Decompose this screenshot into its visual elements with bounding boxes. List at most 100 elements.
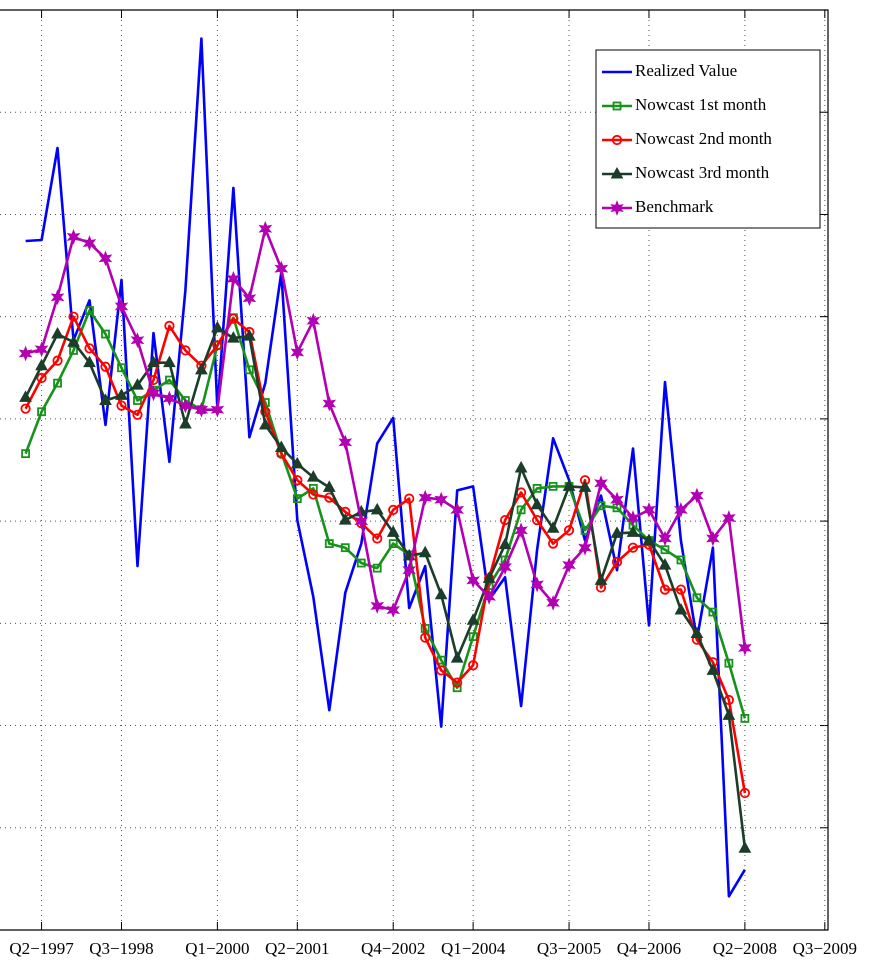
marker (163, 355, 176, 368)
marker (84, 343, 95, 354)
marker (195, 362, 208, 375)
marker (34, 341, 49, 358)
marker (68, 311, 79, 322)
marker (562, 557, 576, 573)
marker (82, 235, 97, 251)
marker (258, 220, 273, 237)
marker (468, 660, 479, 671)
marker (114, 298, 129, 315)
marker (658, 530, 672, 547)
marker (85, 306, 94, 315)
marker (164, 320, 175, 331)
marker (66, 229, 81, 245)
legend-box (595, 49, 821, 229)
marker (516, 505, 526, 515)
marker (690, 626, 704, 639)
marker (179, 416, 192, 429)
marker (498, 537, 512, 550)
marker (322, 480, 336, 492)
marker (212, 340, 223, 351)
marker (610, 526, 624, 538)
marker (611, 556, 623, 568)
marker (133, 396, 142, 405)
marker (115, 388, 128, 400)
marker (131, 378, 144, 390)
axes-frame (0, 9, 829, 931)
marker (388, 539, 398, 548)
marker (706, 663, 720, 675)
marker (354, 513, 369, 529)
marker (306, 312, 321, 329)
marker (146, 385, 161, 402)
marker (434, 587, 448, 600)
marker (674, 603, 688, 615)
marker (514, 460, 528, 473)
marker (420, 632, 431, 643)
marker (162, 390, 177, 407)
marker (418, 489, 432, 506)
marker (531, 514, 543, 526)
marker (260, 406, 271, 417)
marker (306, 470, 320, 482)
marker (388, 504, 399, 515)
marker (243, 329, 256, 341)
marker (722, 510, 736, 526)
marker (610, 166, 624, 179)
marker (99, 393, 112, 405)
marker (324, 539, 334, 548)
marker (290, 344, 305, 361)
marker (514, 522, 528, 539)
marker (418, 545, 432, 558)
marker (436, 665, 447, 676)
marker (53, 378, 62, 388)
x-tick-label: Q3−2009 (793, 939, 857, 958)
legend-label: Nowcast 3rd month (635, 163, 770, 182)
marker (594, 475, 608, 492)
marker (386, 525, 400, 537)
marker (578, 480, 592, 492)
marker (194, 401, 209, 418)
marker (404, 493, 415, 504)
marker (180, 345, 191, 356)
x-tick-label: Q4−2006 (617, 939, 681, 958)
series-line (25, 227, 747, 649)
marker (562, 479, 576, 491)
marker (738, 841, 752, 853)
marker (482, 571, 496, 583)
marker (132, 409, 143, 420)
marker (563, 525, 575, 536)
marker (546, 595, 560, 611)
marker (51, 327, 64, 339)
marker (226, 270, 241, 287)
marker (211, 320, 224, 333)
x-tick-label: Q2−2001 (265, 939, 329, 958)
marker (547, 538, 559, 549)
marker (338, 434, 353, 451)
marker (740, 714, 750, 723)
marker (578, 539, 592, 556)
marker (626, 510, 640, 526)
marker (738, 640, 752, 656)
marker (98, 250, 113, 267)
marker (594, 573, 608, 585)
marker (724, 658, 734, 668)
legend-label: Nowcast 2nd month (635, 129, 772, 148)
marker (290, 456, 304, 469)
marker (530, 497, 544, 510)
marker (370, 502, 384, 515)
marker (101, 329, 110, 339)
marker (610, 491, 624, 508)
marker (20, 403, 31, 414)
marker (452, 677, 463, 688)
marker (292, 494, 302, 504)
marker (83, 355, 96, 368)
x-tick-label: Q4−2002 (361, 939, 425, 958)
marker (274, 440, 288, 453)
marker (308, 483, 318, 493)
legend-label: Nowcast 1st month (635, 95, 767, 114)
x-tick-label: Q1−2000 (185, 939, 249, 958)
marker (706, 530, 720, 547)
marker (436, 655, 446, 665)
marker (658, 558, 672, 570)
